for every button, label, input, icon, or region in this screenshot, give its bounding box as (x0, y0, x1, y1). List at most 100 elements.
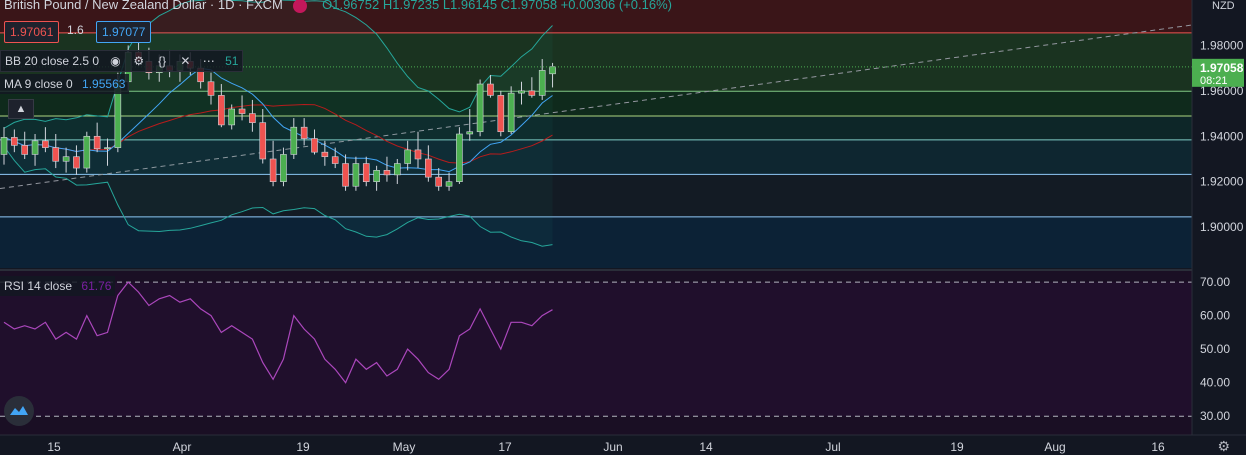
candle-body (445, 181, 453, 187)
candle-body (259, 122, 267, 160)
candle-body (435, 176, 443, 187)
candle-body (280, 154, 287, 182)
rsi-tick-label: 40.00 (1200, 376, 1230, 390)
spread-value: 1.6 (67, 23, 84, 37)
close-icon[interactable]: ✕ (180, 54, 191, 68)
candle-body (425, 158, 432, 178)
time-tick-label: Apr (173, 440, 192, 454)
candle-body (393, 163, 401, 176)
rsi-indicator-label: RSI 14 close (4, 279, 73, 293)
candle-body (104, 147, 111, 150)
candle-body (42, 140, 49, 148)
candle-body (528, 90, 536, 96)
candle-body (83, 135, 91, 169)
rsi-indicator-legend[interactable]: RSI 14 close 61.76 (0, 276, 116, 296)
time-tick-label: Aug (1044, 440, 1065, 454)
rsi-indicator-value: 61.76 (81, 279, 112, 293)
rsi-tick-label: 60.00 (1200, 309, 1230, 323)
time-tick-label: 19 (950, 440, 964, 454)
current-price-tag (1192, 58, 1244, 87)
symbol-header: British Pound / New Zealand Dollar · 1D … (4, 0, 672, 13)
candle-body (311, 138, 318, 153)
price-zone-0 (0, 0, 1192, 33)
bb-lower-line (3, 146, 553, 247)
market-status-icon (292, 0, 307, 13)
candle-body (52, 147, 60, 162)
candle-body (31, 140, 39, 155)
price-tick-label: 1.96000 (1200, 84, 1244, 98)
candle-body (538, 70, 546, 96)
price-tick-label: 1.94000 (1200, 129, 1244, 143)
symbol-title[interactable]: British Pound / New Zealand Dollar · 1D … (4, 0, 283, 12)
price-tick-label: 1.90000 (1200, 220, 1244, 234)
candle-body (476, 83, 484, 133)
candle-body (342, 163, 349, 187)
candle-body (497, 95, 505, 133)
ohlc-values: O1.96752 H1.97235 L1.96145 C1.97058 +0.0… (322, 0, 672, 12)
time-tick-label: May (393, 440, 416, 454)
candle-body (0, 137, 8, 155)
candle-body (300, 126, 308, 139)
ma-indicator-value: 1.95563 (82, 77, 126, 91)
price-zone-5 (0, 174, 1192, 217)
time-tick-label: 17 (498, 440, 512, 454)
settings-gear-icon[interactable]: ⚙ (1217, 438, 1230, 454)
candle-body (352, 163, 360, 187)
candle-body (238, 108, 246, 114)
bb-indicator-value: 51 (225, 54, 239, 68)
chevron-up-icon: ▲ (15, 103, 27, 115)
candle-body (62, 156, 70, 162)
collapse-legend-button[interactable]: ▲ (8, 99, 34, 119)
countdown-label: 08:21 (1200, 75, 1228, 87)
candle-body (383, 170, 391, 176)
candle-body (269, 158, 277, 182)
more-icon[interactable]: ⋯ (202, 54, 215, 68)
price-tick-label: 1.98000 (1200, 38, 1244, 52)
rsi-band-fill (0, 282, 1192, 417)
bb-indicator-legend[interactable]: BB 20 close 2.5 0 ◉ ⚙ {} ✕ ⋯ 51 (0, 50, 244, 72)
candle-body (404, 149, 411, 164)
candle-body (414, 149, 422, 160)
source-code-icon[interactable]: {} (158, 54, 167, 68)
ma-indicator-legend[interactable]: MA 9 close 0 1.95563 (0, 74, 130, 94)
bb-indicator-label: BB 20 close 2.5 0 (5, 54, 100, 68)
time-tick-label: 15 (47, 440, 61, 454)
price-zone-4 (0, 139, 1192, 175)
current-price-label: 1.97058 (1200, 61, 1244, 75)
rsi-tick-label: 50.00 (1200, 342, 1230, 356)
candle-body (207, 81, 215, 96)
candle-body (331, 156, 339, 164)
candle-body (466, 131, 474, 135)
candle-body (290, 126, 298, 155)
candle-body (362, 163, 370, 182)
candle-body (249, 113, 256, 123)
time-tick-label: 14 (699, 440, 713, 454)
bb-upper-line (3, 0, 553, 129)
candle-body (373, 170, 380, 182)
candle-body (549, 66, 556, 75)
rsi-line (3, 281, 553, 384)
candle-body (218, 95, 225, 126)
currency-label: NZD (1212, 0, 1235, 12)
candle-body (321, 151, 329, 158)
candle-body (507, 92, 515, 133)
candle-body (21, 145, 29, 155)
price-zone-2 (0, 91, 1192, 117)
candle-body (487, 83, 494, 96)
time-tick-label: Jun (603, 440, 622, 454)
time-tick-label: 19 (296, 440, 310, 454)
trend-line (0, 24, 1193, 190)
tradingview-logo-icon[interactable] (4, 396, 34, 426)
gear-icon[interactable]: ⚙ (133, 54, 145, 68)
candle-body (228, 108, 235, 126)
candle-body (518, 90, 525, 94)
time-tick-label: Jul (825, 440, 840, 454)
candle-body (456, 133, 463, 182)
eye-icon[interactable]: ◉ (110, 54, 121, 68)
price-zone-6 (0, 216, 1192, 268)
sell-price-button[interactable]: 1.97061 (4, 21, 60, 43)
candle-body (93, 135, 101, 150)
buy-price-button[interactable]: 1.97077 (96, 21, 152, 43)
candle-body (73, 156, 80, 169)
price-tick-label: 1.92000 (1200, 175, 1244, 189)
